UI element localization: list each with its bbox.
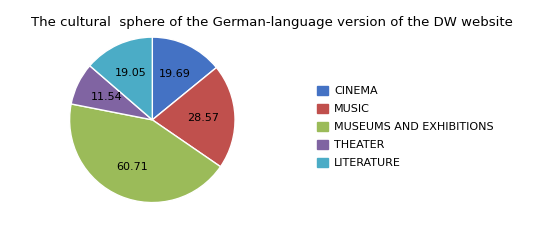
Text: 19.05: 19.05 [115, 68, 147, 78]
Text: 60.71: 60.71 [116, 162, 149, 172]
Text: 19.69: 19.69 [158, 69, 190, 78]
Wedge shape [71, 66, 152, 120]
Text: 11.54: 11.54 [90, 92, 122, 102]
Wedge shape [152, 37, 217, 120]
Text: The cultural  sphere of the German-language version of the DW website: The cultural sphere of the German-langua… [31, 16, 513, 29]
Text: 28.57: 28.57 [188, 113, 220, 123]
Wedge shape [90, 37, 152, 120]
Wedge shape [70, 104, 220, 203]
Legend: CINEMA, MUSIC, MUSEUMS AND EXHIBITIONS, THEATER, LITERATURE: CINEMA, MUSIC, MUSEUMS AND EXHIBITIONS, … [312, 80, 499, 174]
Wedge shape [152, 67, 235, 167]
